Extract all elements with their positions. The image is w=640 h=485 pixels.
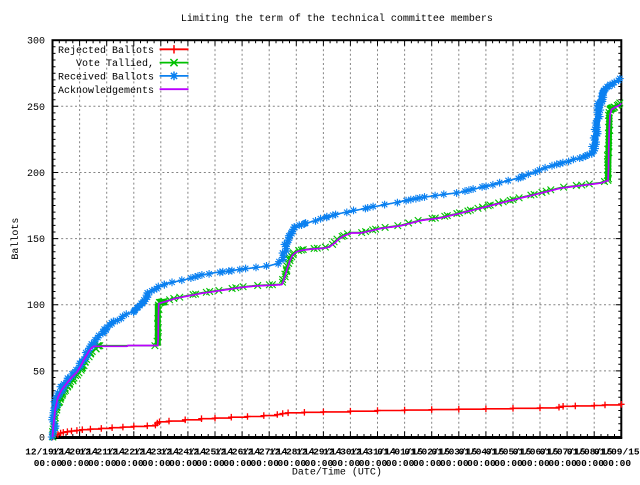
svg-text:00:00: 00:00 [305,458,334,469]
svg-text:50: 50 [33,367,45,378]
svg-text:12/19/14: 12/19/14 [25,447,71,458]
svg-text:00:00: 00:00 [115,458,144,469]
svg-text:Date/Time (UTC): Date/Time (UTC) [292,467,382,479]
svg-text:00:00: 00:00 [250,458,279,469]
svg-text:12/26/14: 12/26/14 [215,447,261,458]
svg-text:12/30/14: 12/30/14 [323,447,369,458]
svg-text:01/04/15: 01/04/15 [459,447,505,458]
svg-text:01/01/15: 01/01/15 [377,447,423,458]
svg-text:01/03/15: 01/03/15 [431,447,477,458]
svg-text:12/20/14: 12/20/14 [52,447,98,458]
svg-text:00:00: 00:00 [467,458,496,469]
svg-text:00:00: 00:00 [359,458,388,469]
svg-text:300: 300 [27,37,45,48]
svg-text:00:00: 00:00 [440,458,469,469]
svg-text:01/08/15: 01/08/15 [567,447,613,458]
svg-text:01/09/15: 01/09/15 [594,447,640,458]
svg-text:00:00: 00:00 [386,458,415,469]
svg-text:00:00: 00:00 [413,458,442,469]
svg-text:00:00: 00:00 [142,458,171,469]
svg-text:12/22/14: 12/22/14 [106,447,152,458]
svg-text:12/27/14: 12/27/14 [242,447,288,458]
svg-text:Ballots: Ballots [10,218,22,260]
svg-text:0: 0 [39,434,45,445]
svg-text:00:00: 00:00 [603,458,632,469]
svg-text:150: 150 [27,235,45,246]
svg-text:01/05/15: 01/05/15 [486,447,532,458]
svg-text:12/21/14: 12/21/14 [79,447,125,458]
svg-text:00:00: 00:00 [575,458,604,469]
svg-text:Acknowledgements: Acknowledgements [58,85,154,97]
svg-text:12/24/14: 12/24/14 [161,447,207,458]
svg-text:01/02/15: 01/02/15 [404,447,450,458]
svg-text:00:00: 00:00 [521,458,550,469]
svg-text:00:00: 00:00 [169,458,198,469]
svg-text:Received Ballots: Received Ballots [58,72,154,84]
svg-text:Rejected Ballots: Rejected Ballots [58,45,154,57]
svg-text:12/28/14: 12/28/14 [269,447,315,458]
svg-text:00:00: 00:00 [548,458,577,469]
svg-text:00:00: 00:00 [223,458,252,469]
svg-text:00:00: 00:00 [61,458,90,469]
svg-text:00:00: 00:00 [88,458,117,469]
svg-text:12/29/14: 12/29/14 [296,447,342,458]
svg-text:250: 250 [27,103,45,114]
svg-text:00:00: 00:00 [494,458,523,469]
svg-text:00:00: 00:00 [196,458,225,469]
svg-text:Limiting the term of the techn: Limiting the term of the technical commi… [181,13,493,25]
svg-text:12/23/14: 12/23/14 [133,447,179,458]
svg-text:01/07/15: 01/07/15 [540,447,586,458]
svg-text:100: 100 [27,301,45,312]
svg-text:Vote Tallied,: Vote Tallied, [76,58,154,70]
svg-text:12/31/14: 12/31/14 [350,447,396,458]
svg-text:00:00: 00:00 [332,458,361,469]
svg-text:12/25/14: 12/25/14 [188,447,234,458]
svg-text:00:00: 00:00 [34,458,63,469]
svg-text:200: 200 [27,169,45,180]
svg-text:00:00: 00:00 [278,458,307,469]
svg-text:01/06/15: 01/06/15 [513,447,559,458]
